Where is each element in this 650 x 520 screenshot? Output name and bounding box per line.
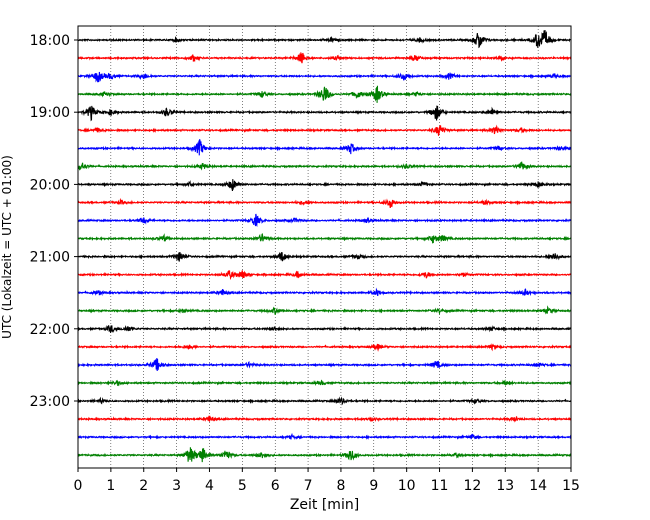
- x-tick-label: 4: [205, 478, 214, 494]
- seismic-traces: [77, 30, 572, 463]
- y-tick-label: 22:00: [30, 322, 70, 338]
- x-tick-label: 7: [304, 478, 313, 494]
- trace-1815: [77, 52, 572, 64]
- trace-2100: [77, 251, 572, 262]
- x-axis-ticks: 0 1 2 3 4 5 6 7 8 9 10 11 12 13 14 15: [74, 468, 580, 494]
- y-tick-label: 21:00: [30, 250, 70, 266]
- x-tick-label: 8: [336, 478, 345, 494]
- trace-1945: [77, 161, 572, 171]
- trace-2145: [77, 305, 572, 316]
- x-axis-label: Zeit [min]: [290, 497, 359, 513]
- y-tick-label: 20:00: [30, 177, 70, 193]
- x-tick-label: 0: [74, 478, 83, 494]
- trace-2245: [77, 379, 572, 387]
- y-tick-label: 23:00: [30, 394, 70, 410]
- x-tick-label: 14: [529, 478, 547, 494]
- trace-1915: [77, 124, 572, 136]
- x-tick-label: 6: [271, 478, 280, 494]
- x-tick-label: 15: [562, 478, 580, 494]
- x-tick-label: 10: [398, 478, 416, 494]
- trace-2330: [77, 432, 572, 441]
- trace-2345: [77, 447, 572, 463]
- trace-2000: [77, 179, 572, 192]
- trace-1900: [77, 105, 572, 122]
- trace-1800: [77, 30, 572, 49]
- trace-2200: [77, 324, 572, 334]
- trace-1830: [77, 71, 572, 83]
- trace-2030: [77, 213, 572, 228]
- x-tick-label: 5: [238, 478, 247, 494]
- x-tick-label: 13: [496, 478, 514, 494]
- trace-2115: [77, 270, 572, 281]
- y-axis-label: UTC (Lokalzeit = UTC + 01:00): [0, 155, 14, 339]
- y-axis-ticks: 18:00 19:00 20:00 21:00 22:00 23:00: [30, 33, 78, 410]
- x-tick-label: 2: [139, 478, 148, 494]
- trace-1845: [77, 85, 572, 103]
- trace-2315: [77, 415, 572, 423]
- x-tick-label: 3: [172, 478, 181, 494]
- trace-1930: [77, 139, 572, 156]
- trace-2015: [77, 197, 572, 209]
- y-tick-label: 19:00: [30, 105, 70, 121]
- trace-2045: [77, 233, 572, 244]
- plot-frame: [77, 25, 572, 469]
- x-tick-label: 9: [369, 478, 378, 494]
- y-tick-label: 18:00: [30, 33, 70, 49]
- x-tick-label: 12: [463, 478, 481, 494]
- trace-2215: [77, 343, 572, 352]
- trace-2130: [77, 287, 572, 297]
- x-tick-label: 11: [431, 478, 449, 494]
- trace-2300: [77, 396, 572, 406]
- x-tick-label: 1: [106, 478, 115, 494]
- trace-2230: [77, 358, 572, 371]
